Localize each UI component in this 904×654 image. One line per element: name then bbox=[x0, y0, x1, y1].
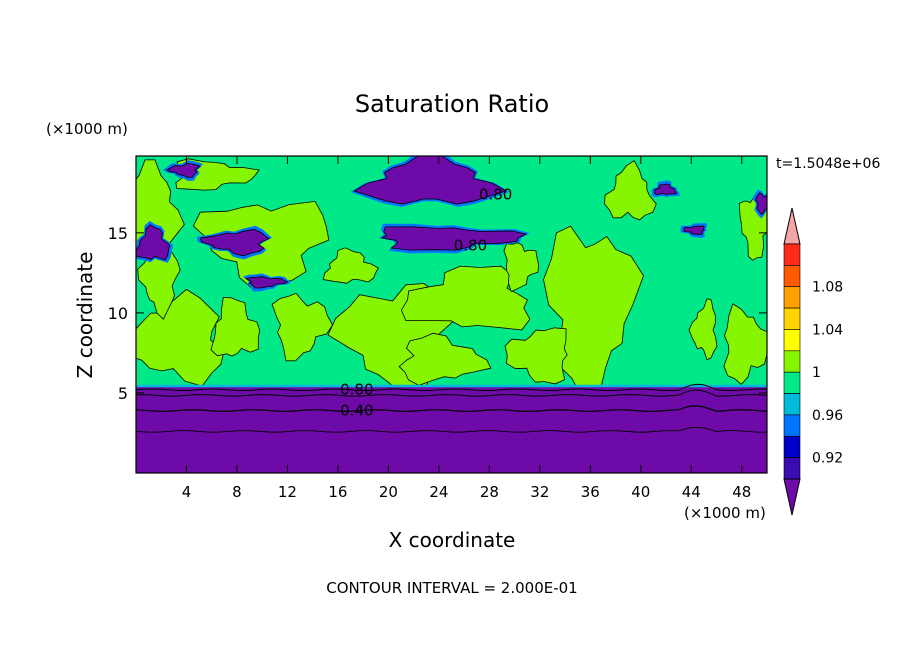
x-tick-label: 40 bbox=[631, 483, 650, 501]
contour-label: 0.80 bbox=[479, 185, 512, 203]
supersaturated-patch bbox=[723, 303, 767, 385]
dry-patch bbox=[244, 276, 289, 289]
x-tick-label: 8 bbox=[232, 483, 242, 501]
y-axis-ticks: 5 10 15 bbox=[108, 224, 767, 403]
colorbar-level bbox=[783, 329, 801, 352]
supersaturated-patch bbox=[688, 298, 718, 361]
x-tick-label: 28 bbox=[480, 483, 499, 501]
x-tick-label: 24 bbox=[429, 483, 448, 501]
colorbar-level bbox=[783, 265, 801, 288]
x-tick-label: 12 bbox=[278, 483, 297, 501]
x-tick-label: 20 bbox=[379, 483, 398, 501]
contour-line bbox=[136, 383, 767, 392]
x-tick-label: 44 bbox=[682, 483, 701, 501]
colorbar-level bbox=[783, 371, 801, 394]
dry-patch bbox=[353, 156, 507, 205]
supersaturated-patch bbox=[210, 297, 261, 357]
contour-label: 0.40 bbox=[340, 402, 373, 420]
colorbar-label: 1.04 bbox=[812, 322, 843, 338]
plot-frame bbox=[135, 155, 768, 474]
supersaturated-patch bbox=[504, 327, 568, 385]
colorbar-label: 0.92 bbox=[812, 451, 843, 467]
colorbar-level bbox=[783, 393, 801, 416]
y-tick-label: 5 bbox=[118, 384, 128, 403]
time-label: t=1.5048e+06 bbox=[776, 156, 880, 172]
field-layers bbox=[136, 156, 767, 473]
supersaturated-patch bbox=[398, 332, 492, 386]
contour-field: 0.80 0.80 0.80 0.40 bbox=[136, 156, 767, 473]
contour-interval-footer: CONTOUR INTERVAL = 2.000E-01 bbox=[326, 579, 577, 597]
y-tick-label: 10 bbox=[108, 304, 128, 323]
supersaturated-patch bbox=[400, 265, 531, 331]
x-axis-label: X coordinate bbox=[389, 528, 516, 552]
supersaturated-patch bbox=[322, 247, 379, 284]
colorbar-level bbox=[783, 350, 801, 373]
contour-label: 0.80 bbox=[340, 381, 373, 399]
x-axis-ticks: 4 8 12 16 20 24 28 32 36 40 44 48 bbox=[182, 156, 751, 501]
x-tick-label: 32 bbox=[530, 483, 549, 501]
y-tick-label: 15 bbox=[108, 224, 128, 243]
contour-line bbox=[136, 405, 767, 413]
dry-patch bbox=[683, 225, 705, 236]
dry-patch bbox=[653, 183, 677, 196]
x-tick-label: 16 bbox=[328, 483, 347, 501]
colorbar: 1.08 1.04 1 0.96 0.92 bbox=[783, 207, 843, 516]
y-axis-label: Z coordinate bbox=[73, 252, 97, 379]
lower-dry-layer bbox=[136, 384, 767, 473]
supersaturated-patch bbox=[503, 242, 540, 293]
colorbar-level bbox=[783, 457, 801, 480]
dry-patch bbox=[166, 162, 201, 178]
colorbar-label: 1 bbox=[812, 365, 821, 381]
colorbar-level bbox=[783, 286, 801, 309]
y-unit-label: (×1000 m) bbox=[46, 120, 128, 138]
chart-title: Saturation Ratio bbox=[355, 90, 549, 118]
x-tick-label: 48 bbox=[732, 483, 751, 501]
contour-line bbox=[136, 389, 767, 397]
contour-line bbox=[136, 426, 767, 433]
colorbar-label: 0.96 bbox=[812, 408, 843, 424]
colorbar-level bbox=[783, 435, 801, 458]
colorbar-top-arrow bbox=[783, 207, 801, 245]
colorbar-level bbox=[783, 307, 801, 330]
supersaturated-patch bbox=[271, 292, 334, 362]
x-tick-label: 36 bbox=[581, 483, 600, 501]
dry-patch bbox=[380, 226, 528, 251]
colorbar-label: 1.08 bbox=[812, 280, 843, 296]
dry-patch bbox=[755, 192, 767, 216]
colorbar-bottom-arrow bbox=[783, 478, 801, 516]
colorbar-level bbox=[783, 243, 801, 266]
x-unit-label: (×1000 m) bbox=[684, 504, 766, 522]
x-tick-label: 4 bbox=[182, 483, 192, 501]
dry-patch bbox=[200, 228, 270, 257]
colorbar-level bbox=[783, 414, 801, 437]
contour-label: 0.80 bbox=[454, 237, 487, 255]
supersaturated-patch bbox=[543, 225, 644, 403]
supersaturated-patch bbox=[604, 160, 657, 221]
dry-patch bbox=[136, 224, 171, 261]
